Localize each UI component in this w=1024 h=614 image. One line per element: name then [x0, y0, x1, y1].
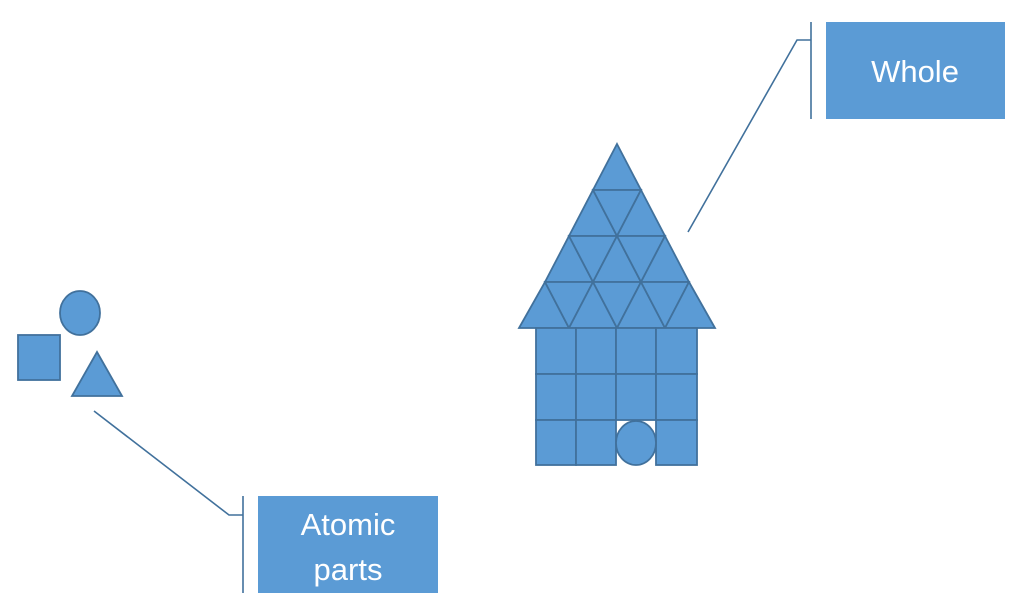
- body-square: [575, 327, 617, 375]
- atomic-parts-callout-label-line2: parts: [314, 552, 383, 587]
- house-roof: [517, 142, 717, 330]
- atomic-parts-callout-box: [258, 496, 438, 593]
- body-square: [655, 327, 698, 375]
- whole-callout-label: Whole: [871, 54, 959, 89]
- body-square: [655, 373, 698, 421]
- whole-callout-leader-line: [687, 39, 811, 233]
- body-square: [535, 419, 577, 466]
- atomic-triangle-shape: [70, 350, 124, 397]
- atomic-parts-callout-leader-line: [93, 410, 243, 516]
- atomic-square-shape: [17, 334, 61, 381]
- body-square: [575, 373, 617, 421]
- house-body: [535, 327, 698, 466]
- atomic-circle-shape: [59, 290, 101, 336]
- house-whole-group: [517, 142, 717, 466]
- body-square: [535, 327, 577, 375]
- whole-callout: Whole: [687, 22, 1005, 233]
- roof-triangle: [591, 142, 643, 191]
- atomic-parts-group: [17, 290, 124, 397]
- body-square: [575, 419, 617, 466]
- atomic-parts-callout: Atomic parts: [93, 410, 438, 593]
- body-square: [535, 373, 577, 421]
- door-circle-shape: [615, 420, 657, 466]
- atomic-parts-callout-label: Atomic: [301, 507, 396, 542]
- body-square: [615, 327, 657, 375]
- whole-callout-box: [826, 22, 1005, 119]
- body-square: [615, 373, 657, 421]
- body-square: [655, 419, 698, 466]
